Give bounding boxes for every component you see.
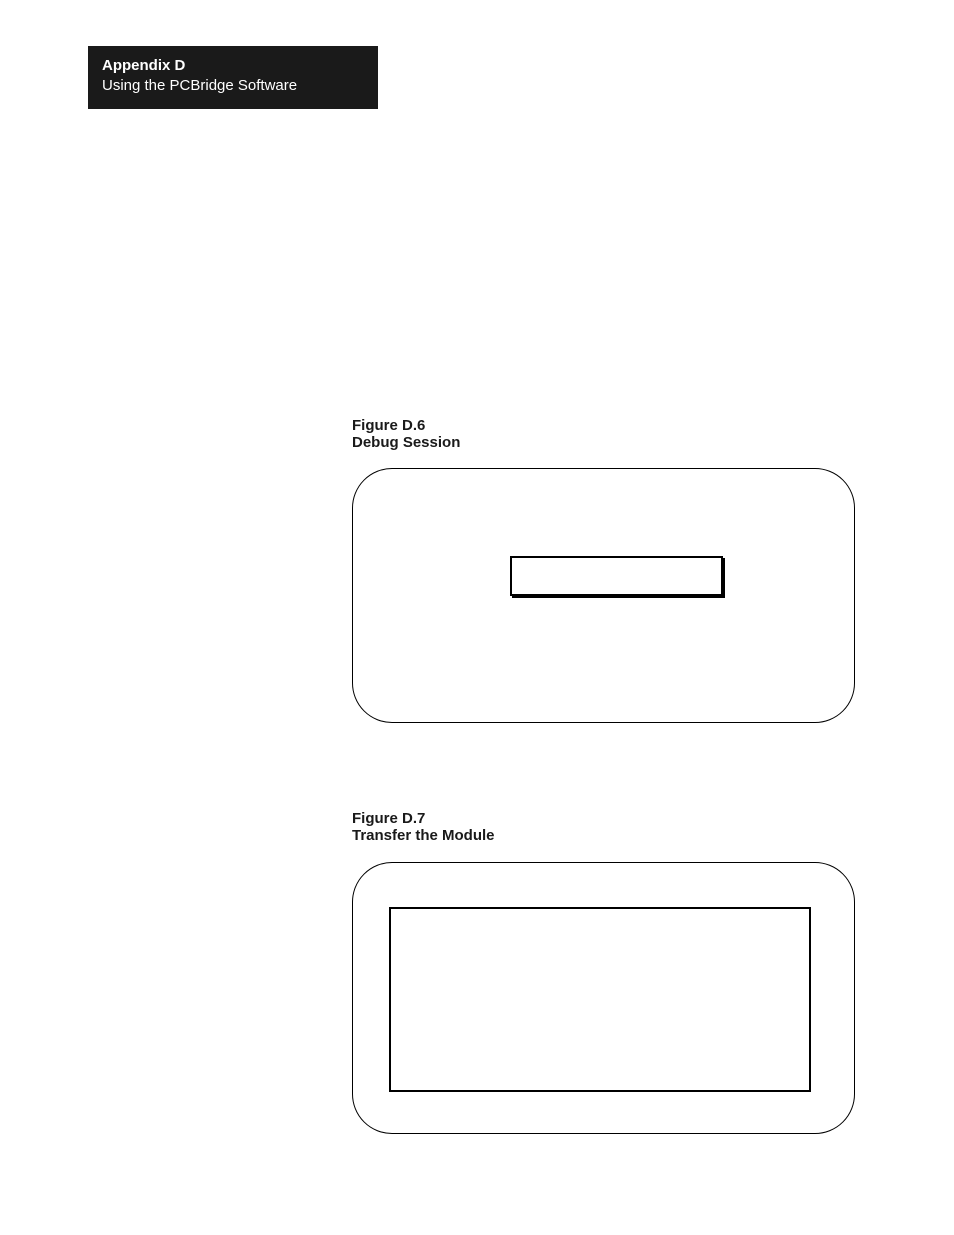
figure-d6-title: Debug Session	[352, 434, 460, 451]
header-subtitle: Using the PCBridge Software	[102, 76, 364, 96]
figure-d6-box	[352, 468, 855, 723]
figure-d6-caption: Figure D.6 Debug Session	[352, 417, 460, 452]
figure-d7-box	[352, 862, 855, 1134]
figure-d7-inner-rect	[389, 907, 811, 1092]
figure-d7-title: Transfer the Module	[352, 827, 495, 844]
figure-d7-label: Figure D.7	[352, 810, 495, 827]
header-title: Appendix D	[102, 56, 364, 76]
page-header: Appendix D Using the PCBridge Software	[88, 46, 378, 109]
figure-d6-label: Figure D.6	[352, 417, 460, 434]
figure-d6-inner-rect	[510, 556, 723, 596]
figure-d7-caption: Figure D.7 Transfer the Module	[352, 810, 495, 845]
